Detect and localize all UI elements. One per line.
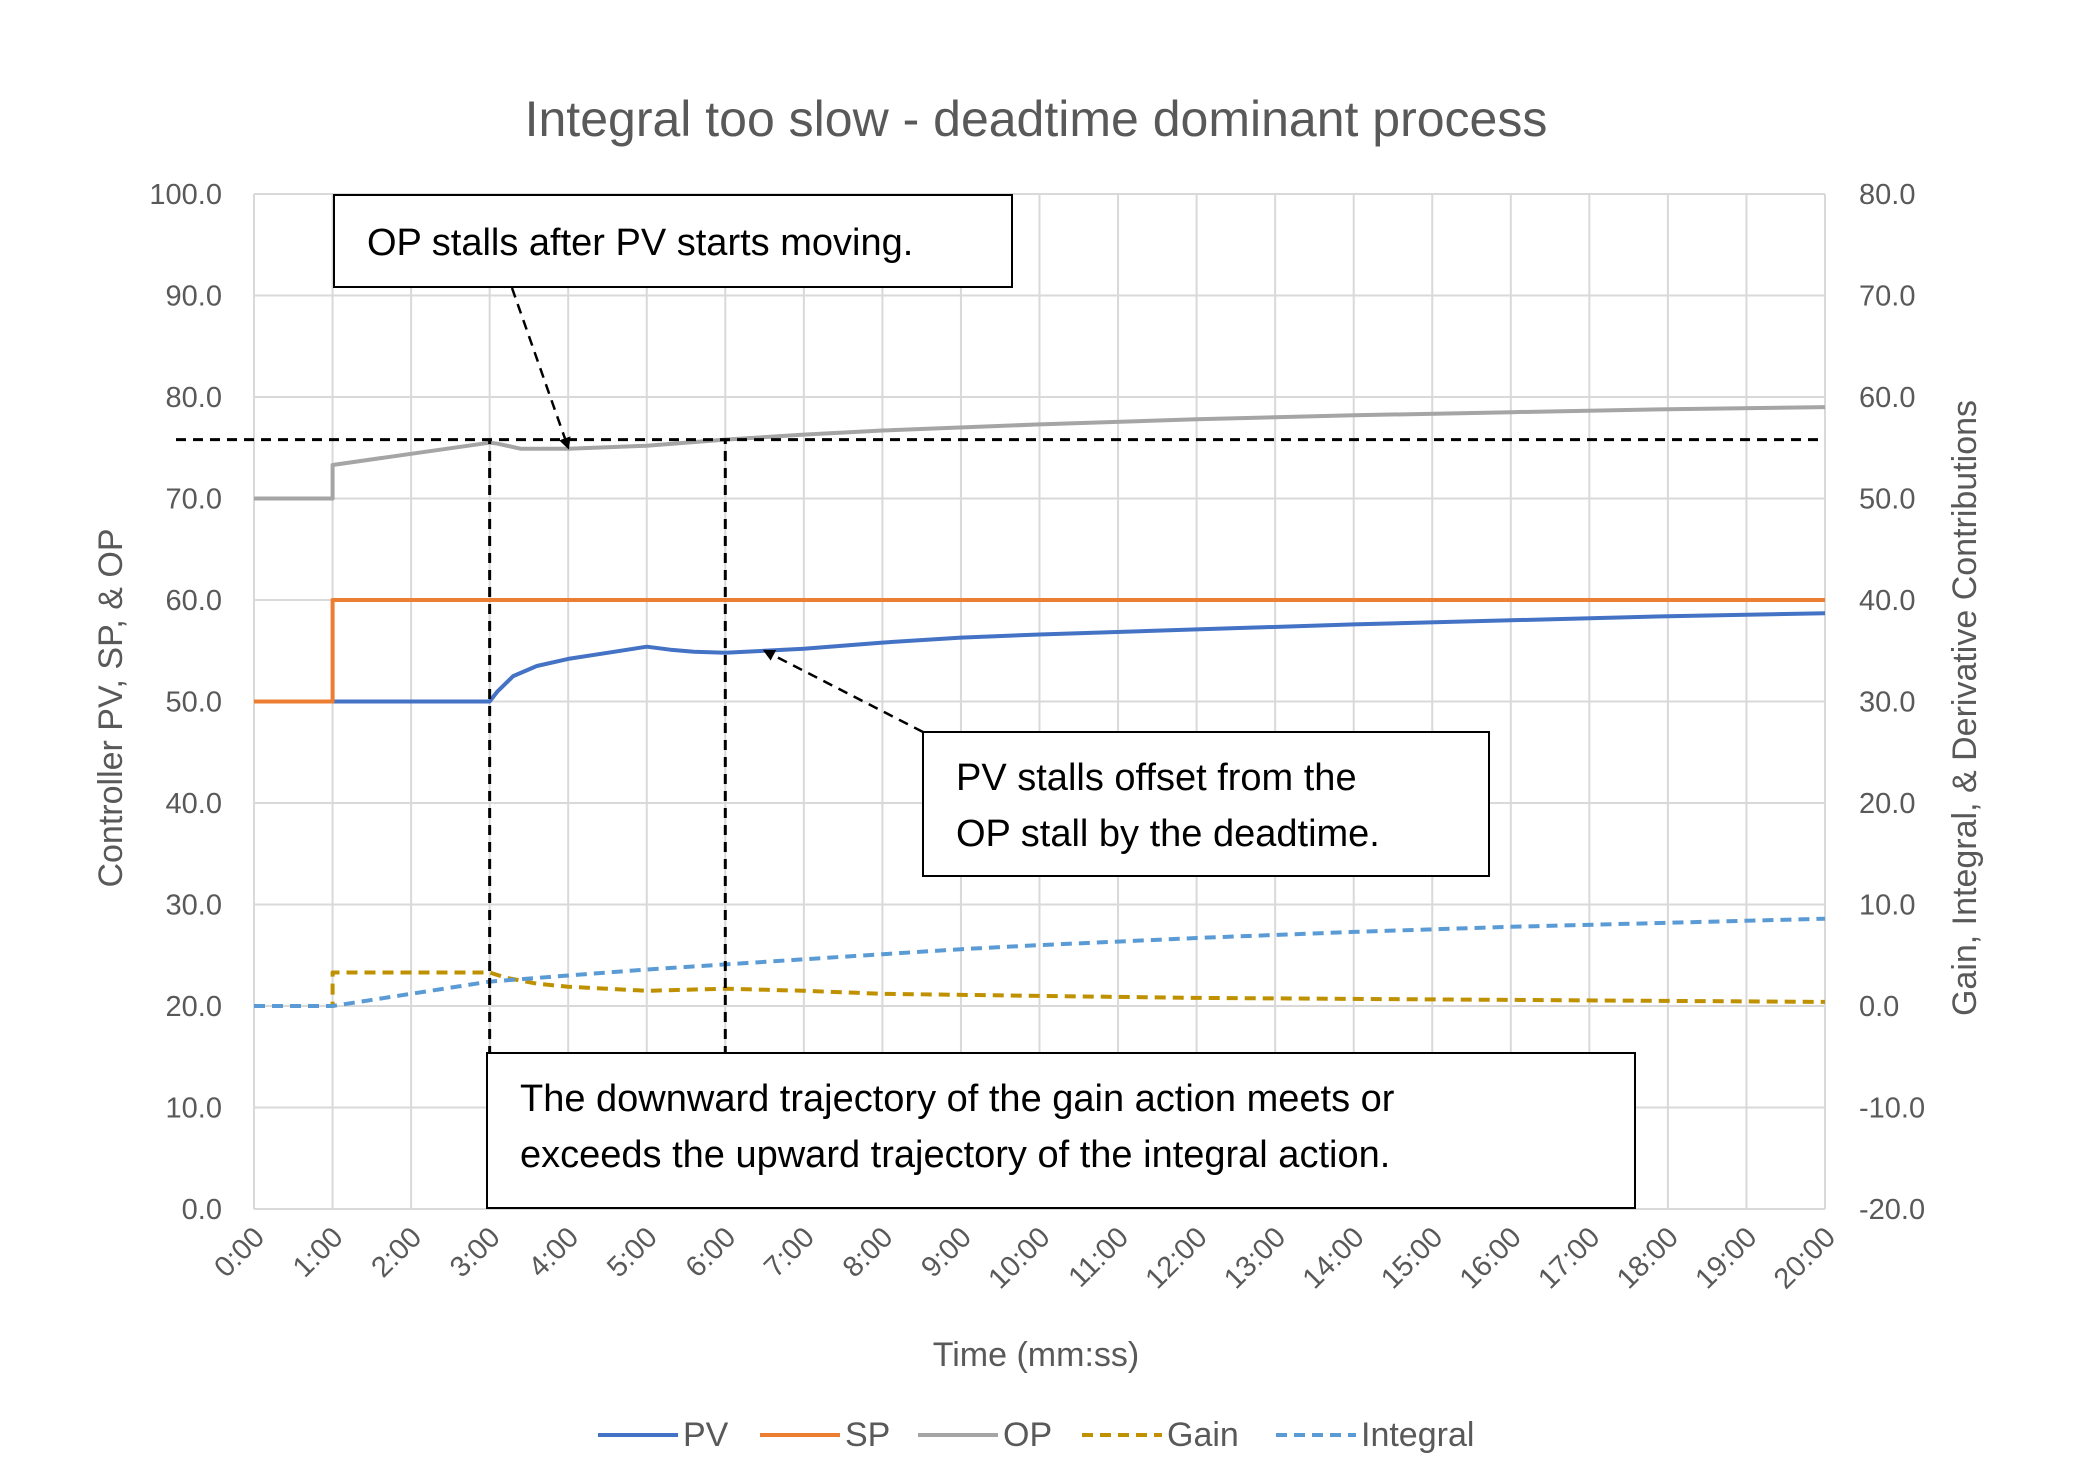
x-tick-label: 14:00 [1297,1221,1371,1295]
annotation-text: PV stalls offset from the [956,757,1357,799]
annotation-text: OP stall by the deadtime. [956,813,1380,855]
legend-label-sp: SP [845,1416,890,1454]
legend-label-gain: Gain [1167,1416,1239,1454]
x-tick-label: 11:00 [1063,1221,1135,1293]
y2-tick-label: -10.0 [1859,1093,1925,1125]
x-tick-label: 8:00 [837,1221,900,1284]
y-tick-label: 60.0 [166,585,222,617]
y2-tick-label: 60.0 [1859,382,1915,414]
x-tick-label: 13:00 [1218,1221,1292,1295]
x-axis-title: Time (mm:ss) [933,1336,1139,1374]
annotation-text: The downward trajectory of the gain acti… [520,1078,1395,1120]
x-tick-label: 4:00 [523,1221,586,1284]
x-tick-label: 1:00 [287,1221,350,1284]
x-tick-label: 0:00 [208,1221,271,1284]
annotation-text: exceeds the upward trajectory of the int… [520,1134,1390,1176]
x-axis-ticks: 0:00 1:00 2:00 3:00 4:00 5:00 6:00 7:00 8:00 9:00… [208,1221,1842,1295]
x-tick-label: 19:00 [1689,1221,1763,1295]
y-tick-label: 90.0 [166,281,222,313]
x-tick-label: 20:00 [1768,1221,1842,1295]
x-tick-label: 15:00 [1375,1221,1449,1295]
y2-tick-label: 70.0 [1859,281,1915,313]
series-gain-line [254,970,1826,1008]
annotations: OP stalls after PV starts moving. PV stal… [333,194,1636,1209]
chart-title: Integral too slow - deadtime dominant pr… [525,91,1548,147]
series-op-line [254,405,1826,501]
y2-tick-label: 30.0 [1859,687,1915,719]
y-tick-label: 70.0 [166,484,222,516]
left-axis-ticks: 0.0 10.0 20.0 30.0 40.0 50.0 60.0 70.0 80.0 90.0 1… [149,179,222,1226]
y2-tick-label: 10.0 [1859,890,1915,922]
y-tick-label: 80.0 [166,382,222,414]
x-tick-label: 10:00 [983,1221,1057,1295]
y2-tick-label: 80.0 [1859,179,1915,211]
y-tick-label: 100.0 [149,179,222,211]
x-tick-label: 6:00 [680,1221,743,1284]
y2-axis-title: Gain, Integral, & Derivative Contributio… [1946,400,1984,1016]
x-tick-label: 17:00 [1532,1221,1606,1295]
annotation-arrow [510,287,571,450]
y-tick-label: 20.0 [166,991,222,1023]
y-tick-label: 30.0 [166,890,222,922]
y-tick-label: 40.0 [166,788,222,820]
y2-tick-label: 50.0 [1859,484,1915,516]
legend-label-pv: PV [683,1416,729,1454]
annotation-box [922,731,1490,877]
legend-label-op: OP [1003,1416,1052,1454]
series-lines [254,405,1826,1008]
y2-tick-label: 0.0 [1859,991,1899,1023]
x-tick-label: 18:00 [1611,1221,1685,1295]
annotation-text: OP stalls after PV starts moving. [367,222,913,264]
legend: PV SP OP Gain Integral [598,1416,1474,1454]
x-tick-label: 2:00 [366,1221,429,1284]
right-axis-ticks: -20.0 -10.0 0.0 10.0 20.0 30.0 40.0 50.0 60.0 70.… [1859,179,1925,1226]
series-pv-line [254,611,1826,704]
x-tick-label: 5:00 [601,1221,664,1284]
x-tick-label: 12:00 [1140,1221,1214,1295]
y2-tick-label: 40.0 [1859,585,1915,617]
y2-tick-label: 20.0 [1859,788,1915,820]
annotation-arrow [762,649,924,734]
y2-tick-label: -20.0 [1859,1194,1925,1226]
y-axis-title: Controller PV, SP, & OP [92,528,130,887]
annotation-box [333,194,1013,288]
legend-label-integral: Integral [1361,1416,1474,1454]
x-tick-label: 16:00 [1454,1221,1528,1295]
series-sp-line [254,598,1825,704]
y-tick-label: 50.0 [166,687,222,719]
annotation-box [486,1052,1636,1209]
x-tick-label: 3:00 [444,1221,507,1284]
x-tick-label: 7:00 [758,1221,821,1284]
y-tick-label: 0.0 [182,1194,222,1226]
x-tick-label: 9:00 [915,1221,978,1284]
y-tick-label: 10.0 [166,1093,222,1125]
